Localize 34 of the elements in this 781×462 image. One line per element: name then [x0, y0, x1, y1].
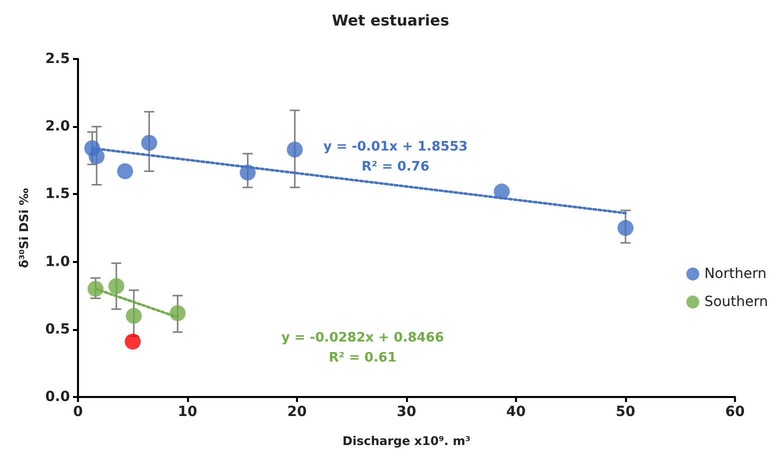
point	[286, 142, 303, 158]
x-tick-label: 10	[178, 404, 198, 420]
legend-label: Southern	[704, 294, 768, 310]
x-tick-label: 30	[396, 404, 416, 420]
point	[170, 305, 186, 322]
y-tick-label: 1.5	[45, 186, 70, 202]
point	[618, 220, 634, 236]
point	[240, 164, 256, 181]
annotation: y = -0.0282x + 0.8466	[281, 330, 444, 346]
point	[126, 308, 142, 324]
x-tick-label: 50	[616, 404, 636, 420]
annotation: R² = 0.61	[328, 350, 397, 366]
y-tick-label: 0.5	[45, 321, 70, 338]
y-tick-label: 2.0	[45, 118, 70, 135]
y-tick-label: 1.0	[45, 254, 70, 270]
chart-title: Wet estuaries	[332, 12, 450, 30]
point	[88, 280, 104, 297]
y-tick-label: 2.5	[45, 51, 70, 67]
y-axis-title: δ³⁰Si DSi ‰	[17, 188, 31, 268]
annotation: R² = 0.76	[362, 160, 430, 175]
x-tick-label: 20	[287, 404, 307, 420]
x-axis-title: Discharge x10⁹. m³	[342, 434, 470, 448]
point	[141, 134, 158, 151]
point	[494, 184, 510, 200]
x-tick-label: 0	[73, 404, 84, 420]
point	[108, 278, 124, 294]
point	[88, 148, 105, 164]
point	[117, 163, 134, 180]
x-tick-label: 60	[725, 404, 745, 420]
annotation: y = -0.01x + 1.8553	[323, 140, 468, 155]
x-tick-label: 40	[506, 404, 526, 420]
point	[124, 334, 141, 350]
legend-label: Northern	[704, 266, 766, 282]
y-tick-label: 0.0	[45, 389, 70, 405]
